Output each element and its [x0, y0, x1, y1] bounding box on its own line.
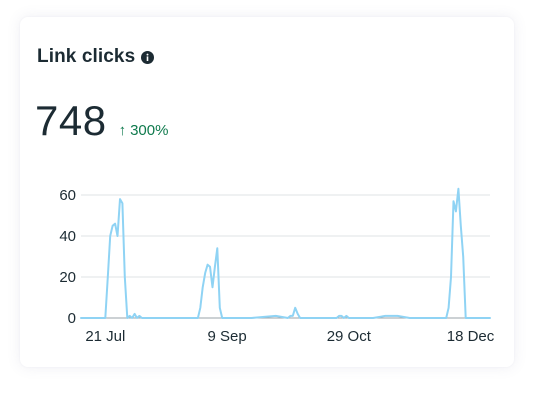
x-tick-label: 29 Oct	[327, 328, 372, 345]
x-tick-label: 9 Sep	[207, 328, 246, 345]
x-tick-label: 21 Jul	[85, 328, 125, 345]
change-badge: ↑ 300%	[119, 122, 169, 139]
link-clicks-card: Link clicks 748 ↑ 300% 0 20 40 60 21 Jul 9 Se…	[20, 17, 514, 367]
y-tick-label: 20	[59, 269, 76, 286]
y-tick-label: 0	[68, 310, 76, 327]
metric-value: 748	[35, 97, 107, 144]
arrow-up-icon: ↑	[118, 122, 127, 139]
metric-summary: 748 ↑ 300%	[35, 97, 168, 145]
change-percent: 300%	[130, 122, 169, 139]
series-line	[80, 187, 491, 319]
x-tick-label: 18 Dec	[447, 328, 495, 345]
y-tick-label: 60	[59, 187, 76, 204]
card-title: Link clicks	[37, 46, 136, 67]
link-clicks-chart: 0 20 40 60 21 Jul 9 Sep 29 Oct 18 Dec	[59, 187, 495, 345]
card-header: Link clicks	[37, 46, 155, 68]
info-icon[interactable]	[141, 50, 155, 64]
y-tick-label: 40	[59, 228, 76, 245]
